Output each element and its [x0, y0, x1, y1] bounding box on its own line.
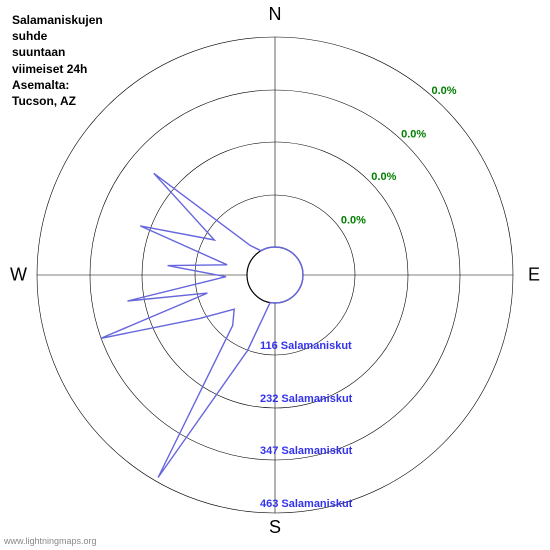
- compass-e: E: [528, 265, 540, 286]
- svg-text:116 Salamaniskut: 116 Salamaniskut: [260, 340, 352, 352]
- compass-s: S: [269, 517, 281, 538]
- svg-text:0.0%: 0.0%: [401, 128, 426, 140]
- polar-chart-container: 0.0% 0.0% 0.0% 0.0% 116 Salamaniskut 232 Sala…: [0, 0, 550, 550]
- credit-text: www.lightningmaps.org: [4, 536, 97, 546]
- chart-title: Salamaniskujen suhde suuntaan viimeiset …: [12, 12, 103, 109]
- compass-w: W: [10, 265, 27, 286]
- compass-n: N: [269, 4, 282, 25]
- svg-text:0.0%: 0.0%: [341, 214, 366, 226]
- svg-text:0.0%: 0.0%: [432, 85, 457, 97]
- svg-text:232 Salamaniskut: 232 Salamaniskut: [260, 393, 353, 405]
- svg-text:347 Salamaniskut: 347 Salamaniskut: [260, 445, 353, 457]
- svg-text:463 Salamaniskut: 463 Salamaniskut: [260, 498, 353, 510]
- svg-text:0.0%: 0.0%: [371, 171, 396, 183]
